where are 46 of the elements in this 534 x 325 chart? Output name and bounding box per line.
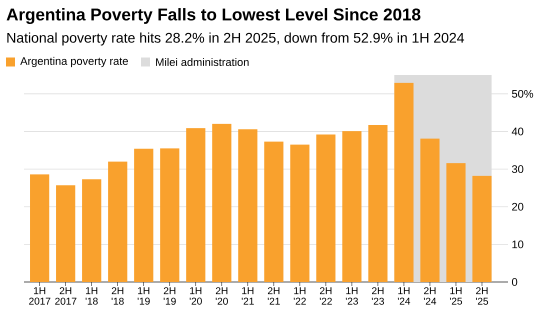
x-tick-label: 2H '20 — [216, 287, 228, 305]
x-tick-label: 1H '24 — [398, 287, 410, 305]
bar — [290, 144, 310, 282]
x-tick-label: 1H '22 — [294, 287, 306, 305]
bar — [446, 163, 466, 282]
x-tick-label: 2H '19 — [164, 287, 176, 305]
bar — [134, 148, 154, 282]
bar — [472, 176, 492, 282]
x-tick-label: 2H '21 — [268, 287, 280, 305]
x-tick-label: 1H '19 — [138, 287, 150, 305]
y-tick-label: 40 — [512, 128, 524, 136]
bar — [160, 148, 180, 282]
x-tick-label: 2H '25 — [476, 287, 488, 305]
bar — [394, 82, 414, 282]
bar — [316, 134, 336, 282]
x-tick-label: 1H '23 — [346, 287, 358, 305]
y-tick-label: 50% — [512, 90, 534, 98]
x-tick-label: 1H '18 — [86, 287, 98, 305]
bar — [108, 162, 128, 282]
bar — [420, 138, 440, 282]
x-tick-label: 1H '21 — [242, 287, 254, 305]
bar — [264, 142, 284, 282]
x-tick-label: 2H '23 — [372, 287, 384, 305]
bar — [186, 128, 206, 282]
y-tick-label: 30 — [512, 165, 524, 173]
bar — [238, 129, 258, 282]
legend-label: Milei administration — [156, 58, 249, 66]
y-tick-label: 0 — [512, 278, 518, 286]
x-tick-label: 2H '18 — [112, 287, 124, 305]
y-tick-label: 20 — [512, 202, 524, 211]
x-tick-label: 1H '25 — [450, 287, 462, 305]
bar — [342, 131, 362, 282]
bar — [212, 124, 232, 282]
bar — [56, 185, 76, 282]
bar — [30, 174, 50, 282]
chart-subtitle: National poverty rate hits 28.2% in 2H 2025, down from 52.9% in 1H 2024 — [7, 32, 464, 46]
bar — [368, 125, 388, 282]
x-tick-label: 1H 2017 — [29, 287, 50, 305]
chart-title: Argentina Poverty Falls to Lowest Level Since 2018 — [6, 8, 420, 24]
legend-label: Argentina poverty rate — [20, 56, 128, 68]
x-tick-label: 2H '24 — [424, 287, 436, 305]
x-tick-label: 2H '22 — [320, 287, 332, 305]
y-tick-label: 10 — [512, 240, 524, 248]
bar — [82, 179, 102, 282]
x-tick-label: 2H 2017 — [55, 287, 76, 305]
x-tick-label: 1H '20 — [190, 287, 202, 305]
